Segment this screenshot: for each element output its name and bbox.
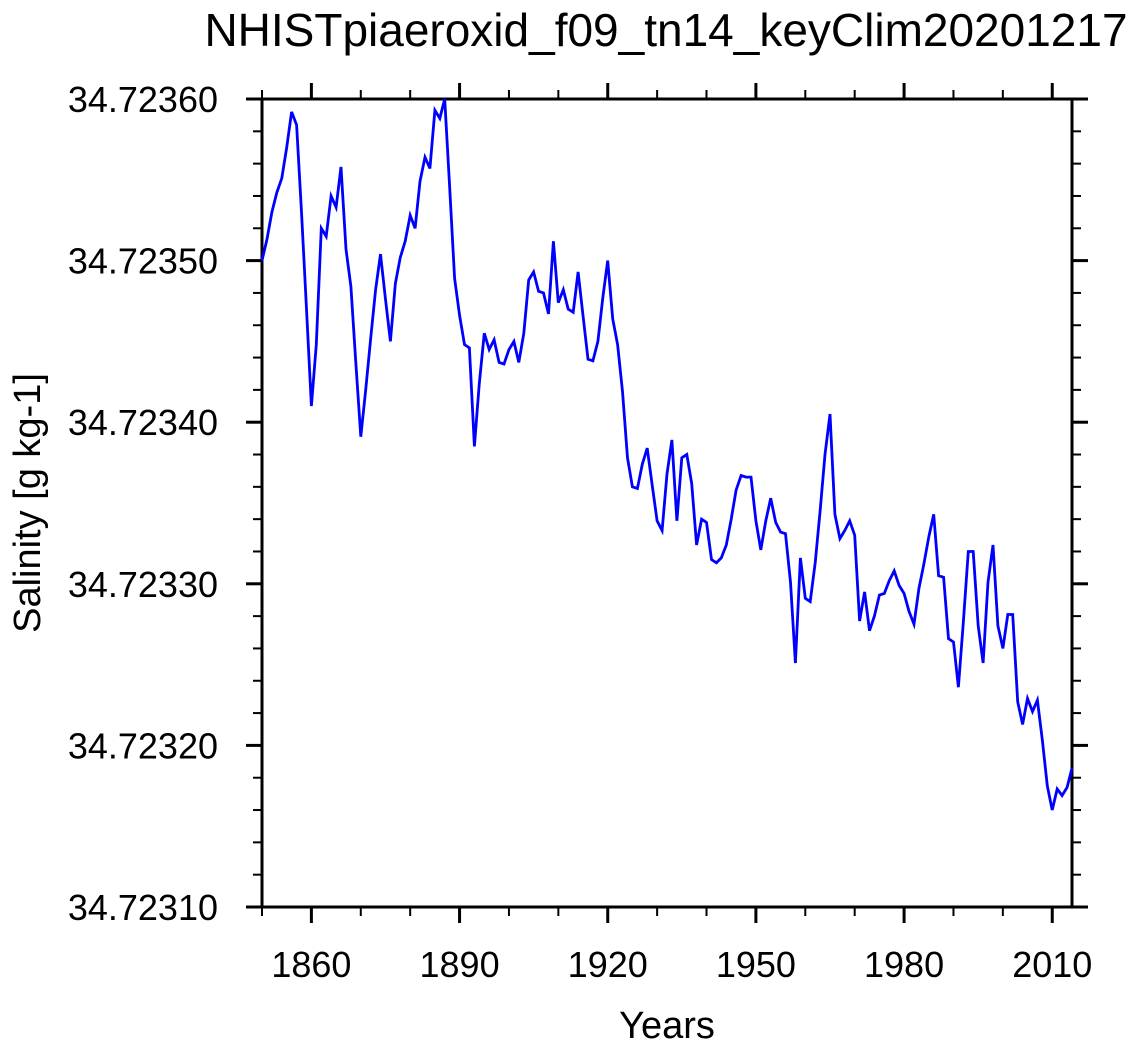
x-tick-label: 1980 — [864, 944, 944, 985]
plot-frame — [260, 97, 1074, 909]
y-axis-label: Salinity [g kg-1] — [7, 373, 49, 633]
chart-title: NHISTpiaeroxid_f09_tn14_keyClim20201217 — [204, 4, 1128, 56]
y-tick-label: 34.72310 — [68, 887, 218, 928]
y-tick-label: 34.72350 — [68, 241, 218, 282]
x-tick-label: 1890 — [420, 944, 500, 985]
x-tick-label: 1920 — [568, 944, 648, 985]
y-tick-label: 34.72330 — [68, 564, 218, 605]
x-tick-label: 1950 — [716, 944, 796, 985]
plot-generated: 1860 1890 1920 1950 1980 2010 34.72360 34.72350… — [68, 79, 1092, 985]
x-axis-label: Years — [619, 1005, 715, 1044]
x-tick-label: 2010 — [1012, 944, 1092, 985]
salinity-line — [260, 98, 1074, 811]
y-tick-label: 34.72340 — [68, 402, 218, 443]
y-tick-label: 34.72320 — [68, 725, 218, 766]
y-tick-label: 34.72360 — [68, 79, 218, 120]
x-tick-label: 1860 — [271, 944, 351, 985]
